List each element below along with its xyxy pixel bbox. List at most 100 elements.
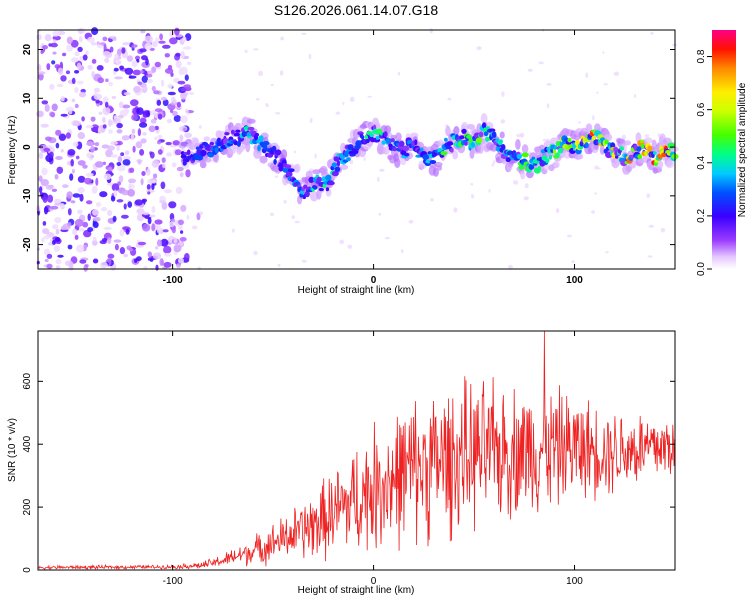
noise-blob: [85, 50, 89, 55]
track-halo: [352, 128, 360, 139]
noise-blob: [301, 32, 307, 35]
spec-x-tick-label: 100: [566, 275, 583, 286]
track-blob: [491, 131, 497, 138]
noise-blob: [93, 87, 101, 93]
track-blob: [325, 174, 332, 181]
noise-blob: [513, 180, 519, 185]
track-halo: [436, 165, 443, 171]
noise-blob: [103, 226, 112, 231]
track-blob: [235, 129, 241, 133]
noise-blob: [293, 150, 297, 154]
track-blob: [483, 131, 489, 137]
noise-blob: [167, 91, 176, 96]
noise-blob: [146, 73, 153, 78]
noise-blob: [75, 155, 80, 160]
noise-blob: [54, 64, 61, 69]
noise-blob: [159, 33, 164, 41]
track-blob: [347, 144, 354, 151]
snr-x-label: Height of straight line (km): [298, 585, 415, 596]
track-halo: [178, 141, 188, 149]
noise-blob: [163, 245, 172, 254]
track-blob: [444, 137, 448, 142]
noise-blob: [144, 35, 153, 43]
noise-blob: [174, 27, 180, 36]
noise-blob: [37, 71, 46, 75]
track-blob: [459, 135, 465, 140]
noise-blob: [594, 192, 597, 195]
noise-blob: [87, 227, 93, 233]
noise-blob: [100, 206, 108, 212]
noise-blob: [244, 49, 248, 54]
noise-blob: [555, 208, 560, 214]
track-halo: [245, 141, 251, 153]
noise-blob: [123, 203, 127, 210]
noise-blob: [142, 211, 150, 215]
noise-blob: [349, 96, 355, 103]
noise-blob: [40, 123, 49, 128]
noise-blob: [57, 254, 64, 258]
noise-blob: [87, 36, 95, 43]
noise-blob: [175, 52, 181, 57]
noise-blob: [169, 221, 175, 228]
noise-blob: [76, 62, 82, 70]
noise-blob: [107, 209, 113, 217]
noise-blob: [60, 225, 67, 231]
noise-blob: [52, 30, 60, 37]
noise-blob: [180, 204, 187, 212]
noise-blob: [139, 122, 148, 128]
track-halo: [477, 143, 484, 154]
track-blob: [334, 166, 341, 172]
noise-blob: [159, 200, 167, 204]
track-blob: [313, 185, 318, 190]
noise-blob: [140, 30, 146, 34]
noise-blob: [527, 68, 533, 72]
noise-blob: [167, 83, 173, 89]
noise-blob: [78, 36, 83, 43]
noise-blob: [147, 251, 152, 258]
noise-blob: [56, 83, 64, 88]
noise-blob: [43, 206, 49, 215]
track-blob: [316, 176, 323, 182]
noise-blob: [126, 55, 133, 62]
noise-blob: [184, 132, 193, 138]
noise-blob: [160, 238, 169, 247]
noise-blob: [400, 249, 404, 253]
spec-x-tick-label: 0: [371, 275, 377, 286]
track-halo: [395, 132, 402, 142]
noise-blob: [470, 183, 474, 186]
track-blob: [209, 141, 214, 146]
noise-blob: [55, 156, 63, 160]
noise-blob: [38, 186, 43, 194]
track-blob: [247, 126, 255, 131]
track-blob: [468, 138, 474, 144]
noise-blob: [92, 209, 99, 216]
noise-blob: [172, 140, 180, 146]
noise-blob: [92, 221, 99, 228]
snr-y-tick-label: 200: [22, 498, 33, 515]
track-blob: [299, 190, 305, 195]
noise-blob: [159, 258, 164, 267]
track-blob: [216, 137, 221, 142]
noise-blob: [140, 138, 147, 144]
track-blob: [528, 163, 535, 170]
noise-blob: [633, 93, 636, 99]
noise-blob: [135, 55, 140, 61]
noise-blob: [301, 259, 307, 263]
noise-blob: [157, 149, 163, 155]
noise-blob: [161, 201, 168, 210]
noise-blob: [42, 228, 50, 235]
noise-blob: [185, 108, 189, 114]
track-blob: [318, 187, 324, 192]
snr-y-ticks: 0 200 400 600: [22, 373, 675, 573]
track-blob: [336, 160, 341, 167]
noise-blob: [108, 119, 112, 127]
noise-blob: [157, 140, 161, 145]
noise-blob: [160, 181, 166, 190]
spectrogram-frame: [37, 29, 676, 270]
track-halo: [432, 167, 439, 177]
noise-blob: [141, 198, 148, 203]
colorbar: 0.0 0.2 0.4 0.6 0.8 Normalized spectral ampl…: [696, 30, 748, 276]
track-blob: [446, 141, 454, 146]
track-blob: [258, 135, 264, 142]
noise-blob: [140, 178, 144, 186]
